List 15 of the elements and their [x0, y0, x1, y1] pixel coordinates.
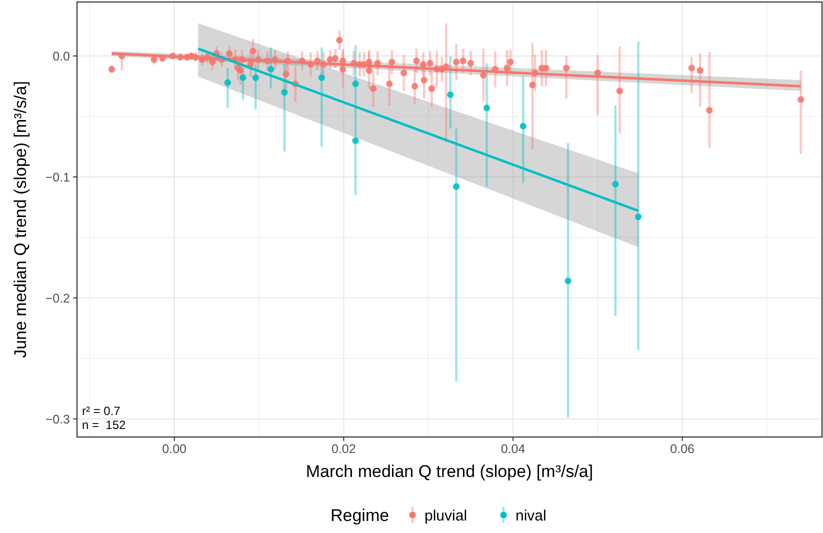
x-tick-label: 0.06	[670, 442, 695, 456]
legend-label: pluvial	[424, 508, 468, 524]
x-tick-label: 0.00	[162, 442, 187, 456]
x-tick-label: 0.02	[332, 442, 356, 456]
annotation: r² = 0.7	[82, 404, 121, 418]
annotation: n = 152	[82, 418, 126, 432]
x-tick-label: 0.04	[500, 442, 526, 456]
legend-label: nival	[516, 508, 546, 524]
y-tick-label: −0.1	[45, 170, 70, 184]
x-axis-title: March median Q trend (slope) [m³/s/a]	[306, 462, 594, 481]
y-tick-label: 0.0	[52, 49, 70, 64]
y-tick-label: −0.2	[45, 291, 70, 306]
legend-title: Regime	[330, 506, 390, 525]
y-tick-label: −0.3	[45, 412, 70, 426]
y-axis-title: June median Q trend (slope) [m³/s/a]	[11, 81, 30, 358]
